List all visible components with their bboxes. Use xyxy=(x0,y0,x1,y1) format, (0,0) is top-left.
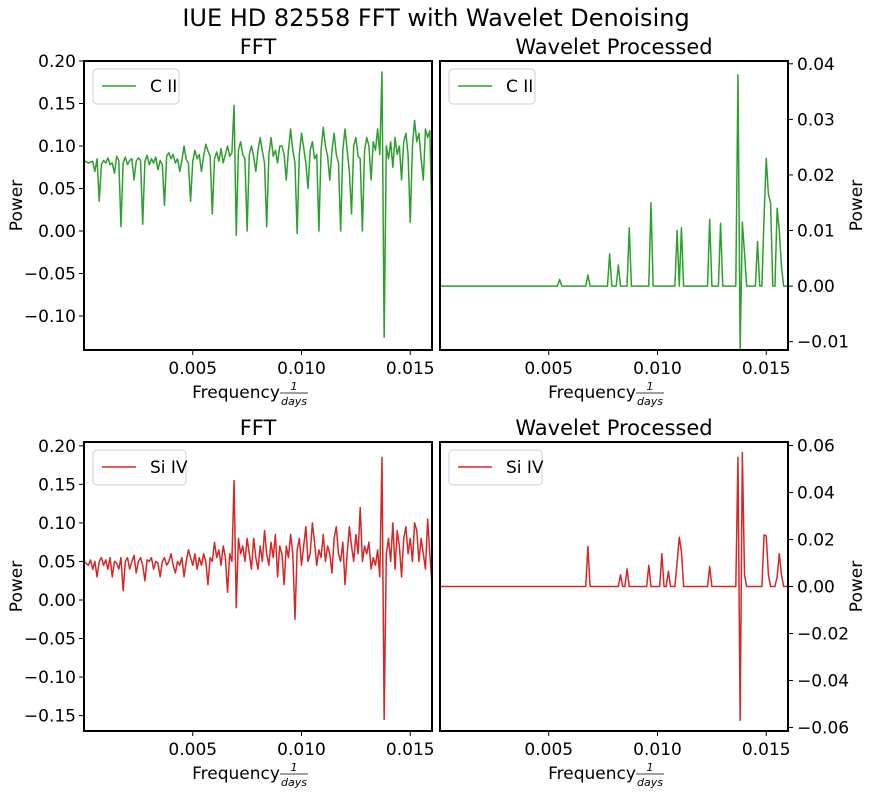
y-tick-label: −0.10 xyxy=(24,668,76,688)
panel-bottom-right: Wavelet Processed 0.005 0.010 0.015 0.06 0.04… xyxy=(439,416,867,789)
panels-group: FFT 0.005 0.010 0.015 0.20 0.15 0.10 0.05 0.00 −0… xyxy=(7,35,867,789)
legend-label: Si IV xyxy=(506,458,544,478)
figure-suptitle: IUE HD 82558 FFT with Wavelet Denoising xyxy=(182,4,689,32)
series-line xyxy=(84,456,432,721)
x-tick-label: 0.010 xyxy=(633,740,682,760)
panel-title: FFT xyxy=(240,35,277,59)
x-tick-label: 0.005 xyxy=(524,359,573,379)
panel-title: FFT xyxy=(240,416,277,440)
y-tick-label: 0.10 xyxy=(38,137,76,157)
legend: C II xyxy=(92,68,180,105)
panel-title: Wavelet Processed xyxy=(515,35,712,59)
series-line xyxy=(84,71,432,338)
y-tick-label: 0.20 xyxy=(38,52,76,72)
x-axis-label-denominator: days xyxy=(281,776,307,789)
y-tick-label: 0.03 xyxy=(797,110,835,130)
x-tick-label: 0.015 xyxy=(386,740,435,760)
series-line xyxy=(440,451,788,722)
x-axis-label-denominator: days xyxy=(637,395,663,408)
x-axis-label-denominator: days xyxy=(637,776,663,789)
y-tick-label: −0.01 xyxy=(797,333,849,353)
legend-frame xyxy=(92,449,187,486)
x-axis-label: Frequency xyxy=(192,764,280,784)
y-tick-label: −0.05 xyxy=(24,265,76,285)
x-axis-label: Frequency xyxy=(548,383,636,403)
panel-title: Wavelet Processed xyxy=(515,416,712,440)
legend: Si IV xyxy=(92,449,188,486)
y-tick-label: 0.01 xyxy=(797,222,835,242)
x-tick-label: 0.010 xyxy=(277,740,326,760)
y-axis-label: Power xyxy=(847,561,867,612)
panel-top-left: FFT 0.005 0.010 0.015 0.20 0.15 0.10 0.05 0.00 −0… xyxy=(7,35,435,408)
y-axis-label: Power xyxy=(847,180,867,231)
x-axis-label-numerator: 1 xyxy=(647,380,654,393)
x-tick-label: 0.010 xyxy=(633,359,682,379)
y-tick-label: −0.06 xyxy=(797,718,849,738)
series-line xyxy=(440,74,788,350)
x-tick-label: 0.015 xyxy=(386,359,435,379)
x-axis-label-numerator: 1 xyxy=(291,380,298,393)
y-tick-label: 0.00 xyxy=(797,578,835,598)
y-tick-label: 0.00 xyxy=(38,591,76,611)
y-tick-label: 0.05 xyxy=(38,180,76,200)
axes-frame xyxy=(83,60,433,351)
x-axis-label: Frequency xyxy=(548,764,636,784)
panel-top-right: Wavelet Processed 0.005 0.010 0.015 0.04 0.03… xyxy=(439,35,867,408)
x-tick-label: 0.015 xyxy=(742,740,791,760)
legend-label: C II xyxy=(150,77,177,97)
axes-frame xyxy=(83,441,433,732)
x-axis-label-numerator: 1 xyxy=(647,761,654,774)
y-tick-label: 0.02 xyxy=(797,531,835,551)
x-axis-label-denominator: days xyxy=(281,395,307,408)
x-tick-label: 0.005 xyxy=(524,740,573,760)
y-tick-label: 0.15 xyxy=(38,95,76,115)
y-tick-label: −0.05 xyxy=(24,630,76,650)
x-tick-label: 0.005 xyxy=(168,359,217,379)
y-tick-label: −0.04 xyxy=(797,671,849,691)
y-axis-label: Power xyxy=(7,561,27,612)
y-tick-label: 0.02 xyxy=(797,166,835,186)
y-axis-label: Power xyxy=(7,180,27,231)
y-tick-label: 0.04 xyxy=(797,55,835,75)
y-tick-label: 0.10 xyxy=(38,514,76,534)
x-tick-label: 0.010 xyxy=(277,359,326,379)
x-axis-label-numerator: 1 xyxy=(291,761,298,774)
x-tick-label: 0.005 xyxy=(168,740,217,760)
legend: Si IV xyxy=(448,449,544,486)
x-axis-label: Frequency xyxy=(192,383,280,403)
x-tick-label: 0.015 xyxy=(742,359,791,379)
y-tick-label: 0.05 xyxy=(38,552,76,572)
y-tick-label: 0.04 xyxy=(797,484,835,504)
legend-frame xyxy=(448,449,543,486)
panel-bottom-left: FFT 0.005 0.010 0.015 0.20 0.15 0.10 0.05 0.00 −0… xyxy=(7,416,435,789)
y-tick-label: 0.00 xyxy=(797,277,835,297)
legend-label: Si IV xyxy=(150,458,188,478)
axes-frame xyxy=(439,60,789,351)
y-tick-label: 0.15 xyxy=(38,475,76,495)
y-tick-label: 0.06 xyxy=(797,437,835,457)
y-tick-label: −0.15 xyxy=(24,707,76,727)
y-tick-label: 0.20 xyxy=(38,437,76,457)
legend: C II xyxy=(448,68,536,105)
legend-label: C II xyxy=(506,77,533,97)
y-tick-label: −0.10 xyxy=(24,307,76,327)
y-tick-label: −0.02 xyxy=(797,624,849,644)
y-tick-label: 0.00 xyxy=(38,222,76,242)
